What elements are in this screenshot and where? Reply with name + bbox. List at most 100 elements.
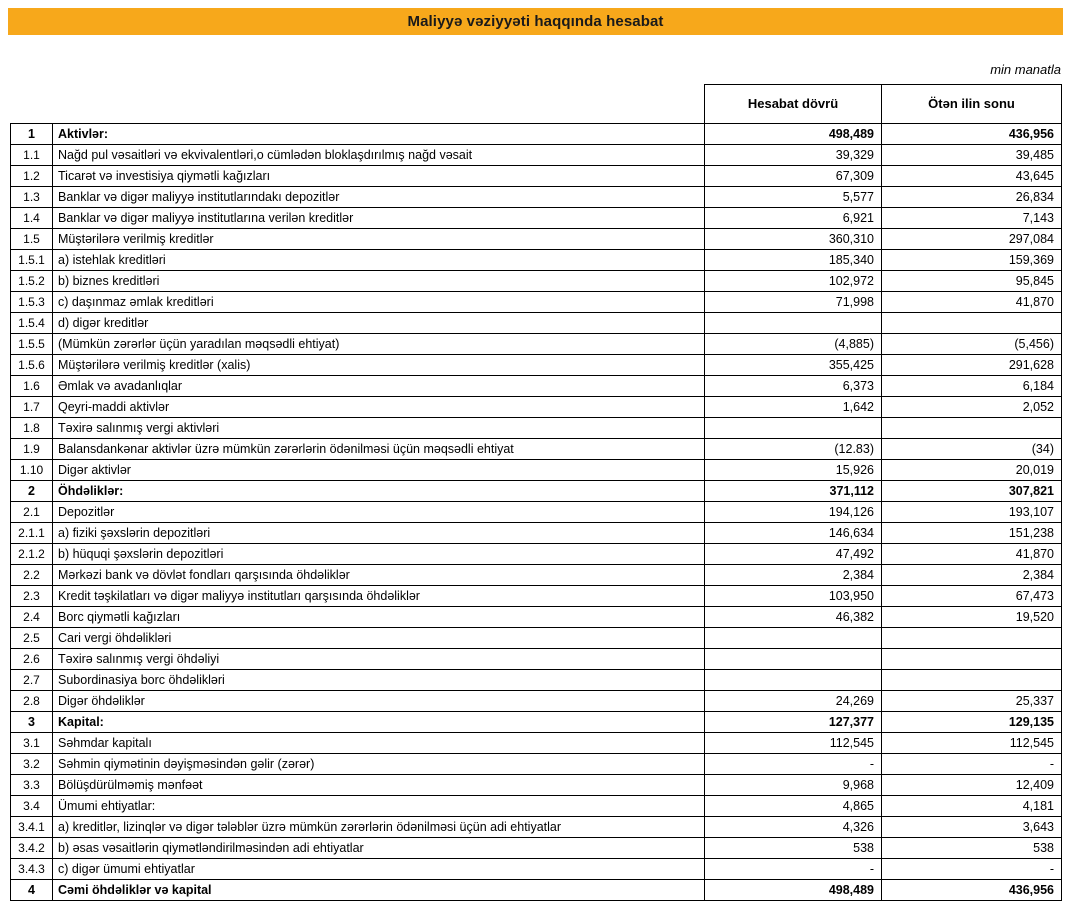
- row-value-previous-year-end: (5,456): [881, 333, 1062, 355]
- row-code: 3.4.1: [10, 816, 53, 838]
- row-value-current-period: 6,373: [704, 375, 882, 397]
- table-row: 3.4.3 c) digər ümumi ehtiyatlar - -: [10, 858, 1062, 880]
- table-head: Hesabat dövrü Ötən ilin sonu: [11, 84, 1062, 124]
- row-value-previous-year-end: 26,834: [881, 186, 1062, 208]
- row-code: 1.9: [10, 438, 53, 460]
- row-value-current-period: [704, 417, 882, 439]
- row-label: Depozitlər: [52, 501, 705, 523]
- row-value-previous-year-end: 95,845: [881, 270, 1062, 292]
- row-code: 1.1: [10, 144, 53, 166]
- row-value-previous-year-end: 151,238: [881, 522, 1062, 544]
- row-value-current-period: [704, 312, 882, 334]
- row-value-previous-year-end: 2,052: [881, 396, 1062, 418]
- row-value-current-period: (4,885): [704, 333, 882, 355]
- row-code: 2.1.1: [10, 522, 53, 544]
- row-label: Nağd pul vəsaitləri və ekvivalentləri,o …: [52, 144, 705, 166]
- row-label: a) fiziki şəxslərin depozitləri: [52, 522, 705, 544]
- row-code: 1.5: [10, 228, 53, 250]
- row-code: 1.5.4: [10, 312, 53, 334]
- table-row: 1.8 Təxirə salınmış vergi aktivləri: [10, 417, 1062, 439]
- row-code: 1.6: [10, 375, 53, 397]
- report-title-banner: Maliyyə vəziyyəti haqqında hesabat: [8, 8, 1063, 35]
- row-label: Kapital:: [52, 711, 705, 733]
- row-value-current-period: [704, 669, 882, 691]
- table-row: 2.2 Mərkəzi bank və dövlət fondları qarşı…: [10, 564, 1062, 586]
- row-label: Səhmin qiymətinin dəyişməsindən gəlir (z…: [52, 753, 705, 775]
- row-label: a) kreditlər, lizinqlər və digər tələblə…: [52, 816, 705, 838]
- row-label: Banklar və digər maliyyə institutlarına …: [52, 207, 705, 229]
- table-row: 1.5.5 (Mümkün zərərlər üçün yaradılan məq…: [10, 333, 1062, 355]
- row-code: 1.5.3: [10, 291, 53, 313]
- row-value-previous-year-end: 25,337: [881, 690, 1062, 712]
- row-label: Təxirə salınmış vergi aktivləri: [52, 417, 705, 439]
- table-row: 1.5.3 c) daşınmaz əmlak kreditləri 71,998 4…: [10, 291, 1062, 313]
- row-label: Cari vergi öhdəlikləri: [52, 627, 705, 649]
- row-label: Qeyri-maddi aktivlər: [52, 396, 705, 418]
- row-code: 1.7: [10, 396, 53, 418]
- row-value-previous-year-end: 7,143: [881, 207, 1062, 229]
- units-note: min manatla: [990, 62, 1061, 77]
- row-code: 1.8: [10, 417, 53, 439]
- table-row: 2.4 Borc qiymətli kağızları 46,382 19,520: [10, 606, 1062, 628]
- row-label: b) biznes kreditləri: [52, 270, 705, 292]
- table-row: 3.4.1 a) kreditlər, lizinqlər və digər tə…: [10, 816, 1062, 838]
- row-value-current-period: 146,634: [704, 522, 882, 544]
- table-row: 1.5.2 b) biznes kreditləri 102,972 95,845: [10, 270, 1062, 292]
- row-label: Aktivlər:: [52, 123, 705, 145]
- row-code: 1.5.5: [10, 333, 53, 355]
- row-value-previous-year-end: 41,870: [881, 291, 1062, 313]
- row-value-current-period: 102,972: [704, 270, 882, 292]
- row-value-current-period: 355,425: [704, 354, 882, 376]
- table-row: 1.5.4 d) digər kreditlər: [10, 312, 1062, 334]
- row-code: 1.2: [10, 165, 53, 187]
- table-row: 2.6 Təxirə salınmış vergi öhdəliyi: [10, 648, 1062, 670]
- table-row: 1.3 Banklar və digər maliyyə institutları…: [10, 186, 1062, 208]
- row-code: 1.5.2: [10, 270, 53, 292]
- row-label: b) əsas vəsaitlərin qiymətləndirilməsind…: [52, 837, 705, 859]
- row-value-current-period: 112,545: [704, 732, 882, 754]
- row-value-current-period: 24,269: [704, 690, 882, 712]
- row-label: c) daşınmaz əmlak kreditləri: [52, 291, 705, 313]
- row-value-current-period: 127,377: [704, 711, 882, 733]
- row-label: (Mümkün zərərlər üçün yaradılan məqsədli…: [52, 333, 705, 355]
- row-value-current-period: 538: [704, 837, 882, 859]
- row-value-current-period: 103,950: [704, 585, 882, 607]
- row-value-current-period: 194,126: [704, 501, 882, 523]
- row-value-current-period: 1,642: [704, 396, 882, 418]
- row-code: 2.1: [10, 501, 53, 523]
- table-row: 1.5.1 a) istehlak kreditləri 185,340 159,36…: [10, 249, 1062, 271]
- row-value-previous-year-end: 43,645: [881, 165, 1062, 187]
- row-code: 3.3: [10, 774, 53, 796]
- row-value-previous-year-end: 19,520: [881, 606, 1062, 628]
- row-label: Borc qiymətli kağızları: [52, 606, 705, 628]
- table-row: 2.7 Subordinasiya borc öhdəlikləri: [10, 669, 1062, 691]
- row-value-previous-year-end: 12,409: [881, 774, 1062, 796]
- row-label: Digər öhdəliklər: [52, 690, 705, 712]
- row-value-previous-year-end: 6,184: [881, 375, 1062, 397]
- row-label: Mərkəzi bank və dövlət fondları qarşısın…: [52, 564, 705, 586]
- row-label: b) hüquqi şəxslərin depozitləri: [52, 543, 705, 565]
- row-value-previous-year-end: 67,473: [881, 585, 1062, 607]
- row-value-current-period: [704, 648, 882, 670]
- table-row: 1.6 Əmlak və avadanlıqlar 6,373 6,184: [10, 375, 1062, 397]
- page-title: Maliyyə vəziyyəti haqqında hesabat: [407, 13, 664, 30]
- row-label: Kredit təşkilatları və digər maliyyə ins…: [52, 585, 705, 607]
- row-code: 3.1: [10, 732, 53, 754]
- row-value-current-period: 46,382: [704, 606, 882, 628]
- table-row: 1.5 Müştərilərə verilmiş kreditlər 360,310…: [10, 228, 1062, 250]
- row-value-previous-year-end: [881, 669, 1062, 691]
- table-row: 1 Aktivlər: 498,489 436,956: [10, 123, 1062, 145]
- row-value-current-period: 2,384: [704, 564, 882, 586]
- row-value-previous-year-end: 112,545: [881, 732, 1062, 754]
- row-value-previous-year-end: [881, 627, 1062, 649]
- row-code: 2.8: [10, 690, 53, 712]
- row-label: Əmlak və avadanlıqlar: [52, 375, 705, 397]
- row-value-current-period: 15,926: [704, 459, 882, 481]
- column-header-current-period: Hesabat dövrü: [704, 84, 882, 124]
- row-value-previous-year-end: 41,870: [881, 543, 1062, 565]
- row-label: a) istehlak kreditləri: [52, 249, 705, 271]
- row-code: 3.2: [10, 753, 53, 775]
- row-value-previous-year-end: (34): [881, 438, 1062, 460]
- row-value-previous-year-end: 129,135: [881, 711, 1062, 733]
